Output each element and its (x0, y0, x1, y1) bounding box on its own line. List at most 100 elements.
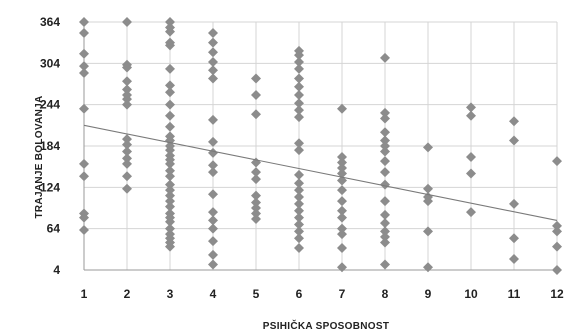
data-point (122, 183, 132, 194)
data-point (509, 253, 519, 264)
y-tick-label: 304 (40, 56, 60, 70)
data-point (294, 226, 304, 237)
data-point (294, 112, 304, 123)
x-tick-label: 9 (425, 287, 432, 301)
data-point (122, 84, 132, 95)
data-point (380, 127, 390, 138)
data-point (251, 109, 261, 120)
data-point (251, 197, 261, 208)
data-point (251, 203, 261, 213)
data-point (380, 231, 390, 242)
y-axis-title: TRAJANJE BOLOVANJA (34, 95, 45, 218)
data-point (380, 141, 390, 151)
data-point (208, 47, 218, 58)
data-point (79, 225, 89, 236)
data-point (122, 171, 132, 182)
data-point (165, 190, 175, 201)
data-point (337, 163, 347, 174)
data-point (294, 81, 304, 92)
data-point (294, 50, 304, 61)
data-point (552, 220, 562, 231)
data-point (122, 158, 132, 169)
data-point (165, 216, 175, 227)
data-point (294, 73, 304, 84)
x-tick-label: 1 (81, 287, 88, 301)
data-point (466, 152, 476, 163)
data-point (337, 242, 347, 253)
data-point (165, 17, 175, 27)
data-point (251, 167, 261, 178)
data-point (337, 229, 347, 240)
data-point (208, 207, 218, 218)
data-point (122, 17, 132, 27)
data-point (208, 215, 218, 226)
data-point (251, 190, 261, 201)
data-point (337, 185, 347, 196)
data-point (165, 158, 175, 169)
x-axis-title: PSIHIČKA SPOSOBNOST (263, 319, 389, 332)
data-point (509, 233, 519, 244)
y-tick-label: 364 (40, 15, 60, 29)
data-point (79, 212, 89, 223)
data-point (337, 157, 347, 168)
x-tick-label: 10 (464, 287, 478, 301)
data-point (337, 103, 347, 114)
data-point (380, 209, 390, 220)
data-point (509, 116, 519, 127)
data-point (423, 262, 433, 273)
x-tick-label: 2 (124, 287, 131, 301)
data-points (79, 17, 562, 275)
data-point (251, 90, 261, 101)
data-point (337, 205, 347, 216)
data-point (122, 153, 132, 164)
data-point (380, 226, 390, 237)
data-point (294, 191, 304, 202)
data-point (208, 56, 218, 67)
data-point (380, 196, 390, 207)
data-point (466, 102, 476, 113)
data-point (466, 207, 476, 218)
data-point (251, 174, 261, 185)
data-point (79, 158, 89, 169)
data-point (251, 73, 261, 84)
data-point (165, 110, 175, 121)
data-point (208, 259, 218, 270)
data-point (337, 196, 347, 207)
x-tick-label: 3 (167, 287, 174, 301)
data-point (208, 136, 218, 147)
data-point (122, 139, 132, 150)
data-point (294, 169, 304, 180)
x-tick-labels: 1 2 3 4 5 6 7 8 9 10 11 12 (81, 287, 564, 301)
data-point (466, 110, 476, 121)
data-point (165, 179, 175, 190)
data-point (165, 87, 175, 98)
data-point (294, 145, 304, 156)
y-tick-label: 244 (40, 98, 60, 112)
data-point (165, 185, 175, 196)
data-point (122, 76, 132, 87)
data-point (509, 135, 519, 146)
data-point (294, 233, 304, 244)
x-tick-label: 12 (550, 287, 564, 301)
data-point (208, 160, 218, 171)
data-point (79, 28, 89, 39)
data-point (337, 152, 347, 163)
data-point (380, 113, 390, 124)
data-point (165, 40, 175, 51)
data-point (208, 249, 218, 260)
y-tick-label: 124 (40, 180, 60, 194)
data-point (208, 73, 218, 84)
x-tick-label: 7 (339, 287, 346, 301)
data-point (165, 201, 175, 212)
data-point (208, 223, 218, 234)
x-tick-label: 8 (382, 287, 389, 301)
trendline-group (83, 124, 558, 221)
data-point (294, 63, 304, 74)
data-point (208, 28, 218, 39)
data-point (423, 226, 433, 237)
data-point (294, 138, 304, 149)
data-point (337, 262, 347, 273)
data-point (208, 114, 218, 125)
data-point (165, 223, 175, 234)
data-point (294, 90, 304, 101)
